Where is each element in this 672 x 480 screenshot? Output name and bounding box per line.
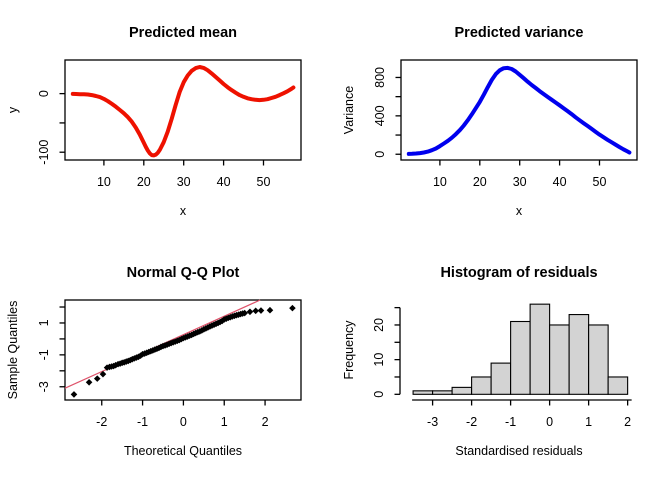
svg-text:-1: -1 [37,349,51,360]
svg-text:1: 1 [37,319,51,326]
qq-point [137,352,144,359]
panel-predicted-mean: 10 20 30 40 50 0 -100 Predicted mean x y [0,0,336,240]
svg-text:0: 0 [546,415,553,429]
qq-plot-canvas: -2 -1 0 1 2 1 -1 -3 [37,299,302,429]
svg-text:40: 40 [553,175,567,189]
svg-text:20: 20 [137,175,151,189]
qq-point [252,307,259,315]
qq-point [70,391,78,398]
predicted-variance-plot-canvas: 10 20 30 40 50 0 400 800 [373,59,638,189]
svg-text:30: 30 [177,175,191,189]
panel-title: Normal Q-Q Plot [126,265,240,281]
svg-text:-3: -3 [427,415,438,429]
panel-normal-qq-plot: -2 -1 0 1 2 1 -1 -3 Normal Q-Q Plot Theoretical… [0,240,336,480]
panel-predicted-variance: 10 20 30 40 50 0 400 800 Predicted variance x V… [336,0,672,240]
x-axis-label: Theoretical Quantiles [123,444,243,458]
y-axis-label: Frequency [342,320,356,380]
svg-text:-1: -1 [137,415,148,429]
y-axis-label: y [6,106,20,114]
svg-text:0: 0 [37,90,51,97]
svg-text:10: 10 [372,353,386,367]
svg-text:20: 20 [473,175,487,189]
qq-point [99,370,107,378]
svg-text:10: 10 [97,175,111,189]
svg-text:800: 800 [373,67,387,88]
svg-text:10: 10 [433,175,447,189]
predicted-mean-plot-canvas: 10 20 30 40 50 0 -100 [37,59,302,189]
svg-text:20: 20 [372,318,386,332]
svg-text:50: 50 [593,175,607,189]
svg-text:2: 2 [262,415,269,429]
svg-text:0: 0 [180,415,187,429]
x-axis-label: Standardised residuals [455,444,583,458]
qq-point [266,306,274,314]
svg-text:1: 1 [585,415,592,429]
panel-title: Histogram of residuals [440,265,598,281]
svg-text:-2: -2 [466,415,477,429]
svg-text:50: 50 [257,175,271,189]
panel-title: Predicted variance [454,25,584,41]
x-axis-label: x [515,204,523,218]
qq-point [289,304,296,312]
panel-title: Predicted mean [129,25,237,41]
y-axis-label: Variance [342,85,356,135]
svg-text:30: 30 [513,175,527,189]
qq-point [93,375,101,382]
svg-text:0: 0 [373,151,387,158]
qq-point [85,378,93,386]
x-axis-label: x [179,204,187,218]
svg-text:-2: -2 [96,415,107,429]
svg-text:-3: -3 [37,381,51,392]
svg-text:1: 1 [221,415,228,429]
svg-text:0: 0 [372,391,386,398]
svg-text:40: 40 [217,175,231,189]
svg-text:-1: -1 [505,415,516,429]
y-axis-label: Sample Quantiles [6,300,20,400]
svg-text:2: 2 [624,415,631,429]
svg-text:400: 400 [373,105,387,126]
qq-point [257,307,265,314]
panel-histogram-residuals: -3 -2 -1 0 1 2 0 10 20 Histogram of residuals St… [336,240,672,480]
svg-text:-100: -100 [37,140,51,165]
qq-point [246,308,254,316]
